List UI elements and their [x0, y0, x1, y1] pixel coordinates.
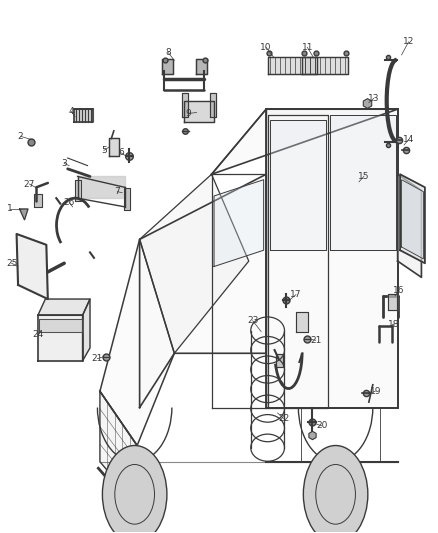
Polygon shape [100, 239, 174, 446]
Ellipse shape [304, 446, 368, 533]
Text: 21: 21 [92, 354, 103, 363]
Text: 4: 4 [68, 107, 74, 116]
Polygon shape [140, 174, 249, 353]
Polygon shape [276, 354, 283, 367]
Polygon shape [266, 109, 398, 408]
Text: 25: 25 [6, 259, 17, 268]
Polygon shape [296, 312, 308, 332]
Polygon shape [17, 234, 48, 299]
Text: 27: 27 [24, 180, 35, 189]
Text: 13: 13 [368, 94, 380, 103]
Polygon shape [38, 299, 90, 316]
Polygon shape [184, 101, 214, 122]
Polygon shape [388, 294, 397, 310]
Polygon shape [210, 93, 216, 117]
Polygon shape [124, 188, 130, 210]
Text: 24: 24 [32, 330, 43, 340]
Text: 26: 26 [64, 198, 75, 207]
Text: 5: 5 [101, 146, 107, 155]
Polygon shape [402, 180, 424, 259]
Text: 18: 18 [388, 319, 399, 328]
Text: 14: 14 [403, 135, 414, 144]
Polygon shape [214, 180, 264, 266]
Text: 21: 21 [310, 336, 321, 345]
Polygon shape [35, 194, 42, 207]
Polygon shape [400, 174, 425, 263]
Text: 9: 9 [185, 109, 191, 118]
Polygon shape [162, 59, 173, 75]
Text: 3: 3 [61, 159, 67, 168]
Text: 19: 19 [370, 387, 381, 396]
Text: 12: 12 [403, 37, 414, 46]
Polygon shape [75, 180, 81, 201]
Polygon shape [82, 299, 90, 361]
Polygon shape [268, 57, 317, 75]
Polygon shape [196, 59, 207, 75]
Polygon shape [109, 139, 119, 156]
Polygon shape [74, 109, 93, 122]
Polygon shape [398, 174, 421, 277]
Polygon shape [100, 391, 137, 505]
Text: 15: 15 [358, 172, 370, 181]
Text: 6: 6 [118, 148, 124, 157]
Polygon shape [140, 174, 266, 408]
Text: 16: 16 [393, 286, 404, 295]
Polygon shape [20, 209, 28, 220]
Polygon shape [330, 115, 396, 250]
Text: 1: 1 [7, 205, 13, 214]
Polygon shape [302, 57, 348, 75]
Text: 23: 23 [247, 316, 258, 325]
Text: 10: 10 [260, 43, 272, 52]
Text: 8: 8 [166, 49, 171, 57]
Text: 20: 20 [317, 422, 328, 431]
Text: 17: 17 [290, 290, 302, 299]
Ellipse shape [102, 446, 167, 533]
Polygon shape [212, 109, 398, 174]
Polygon shape [39, 319, 81, 332]
Polygon shape [38, 316, 82, 361]
Text: 22: 22 [278, 414, 289, 423]
Text: 11: 11 [302, 43, 313, 52]
Polygon shape [270, 120, 326, 250]
Text: 7: 7 [114, 187, 120, 196]
Polygon shape [182, 93, 188, 117]
Text: 2: 2 [18, 132, 23, 141]
